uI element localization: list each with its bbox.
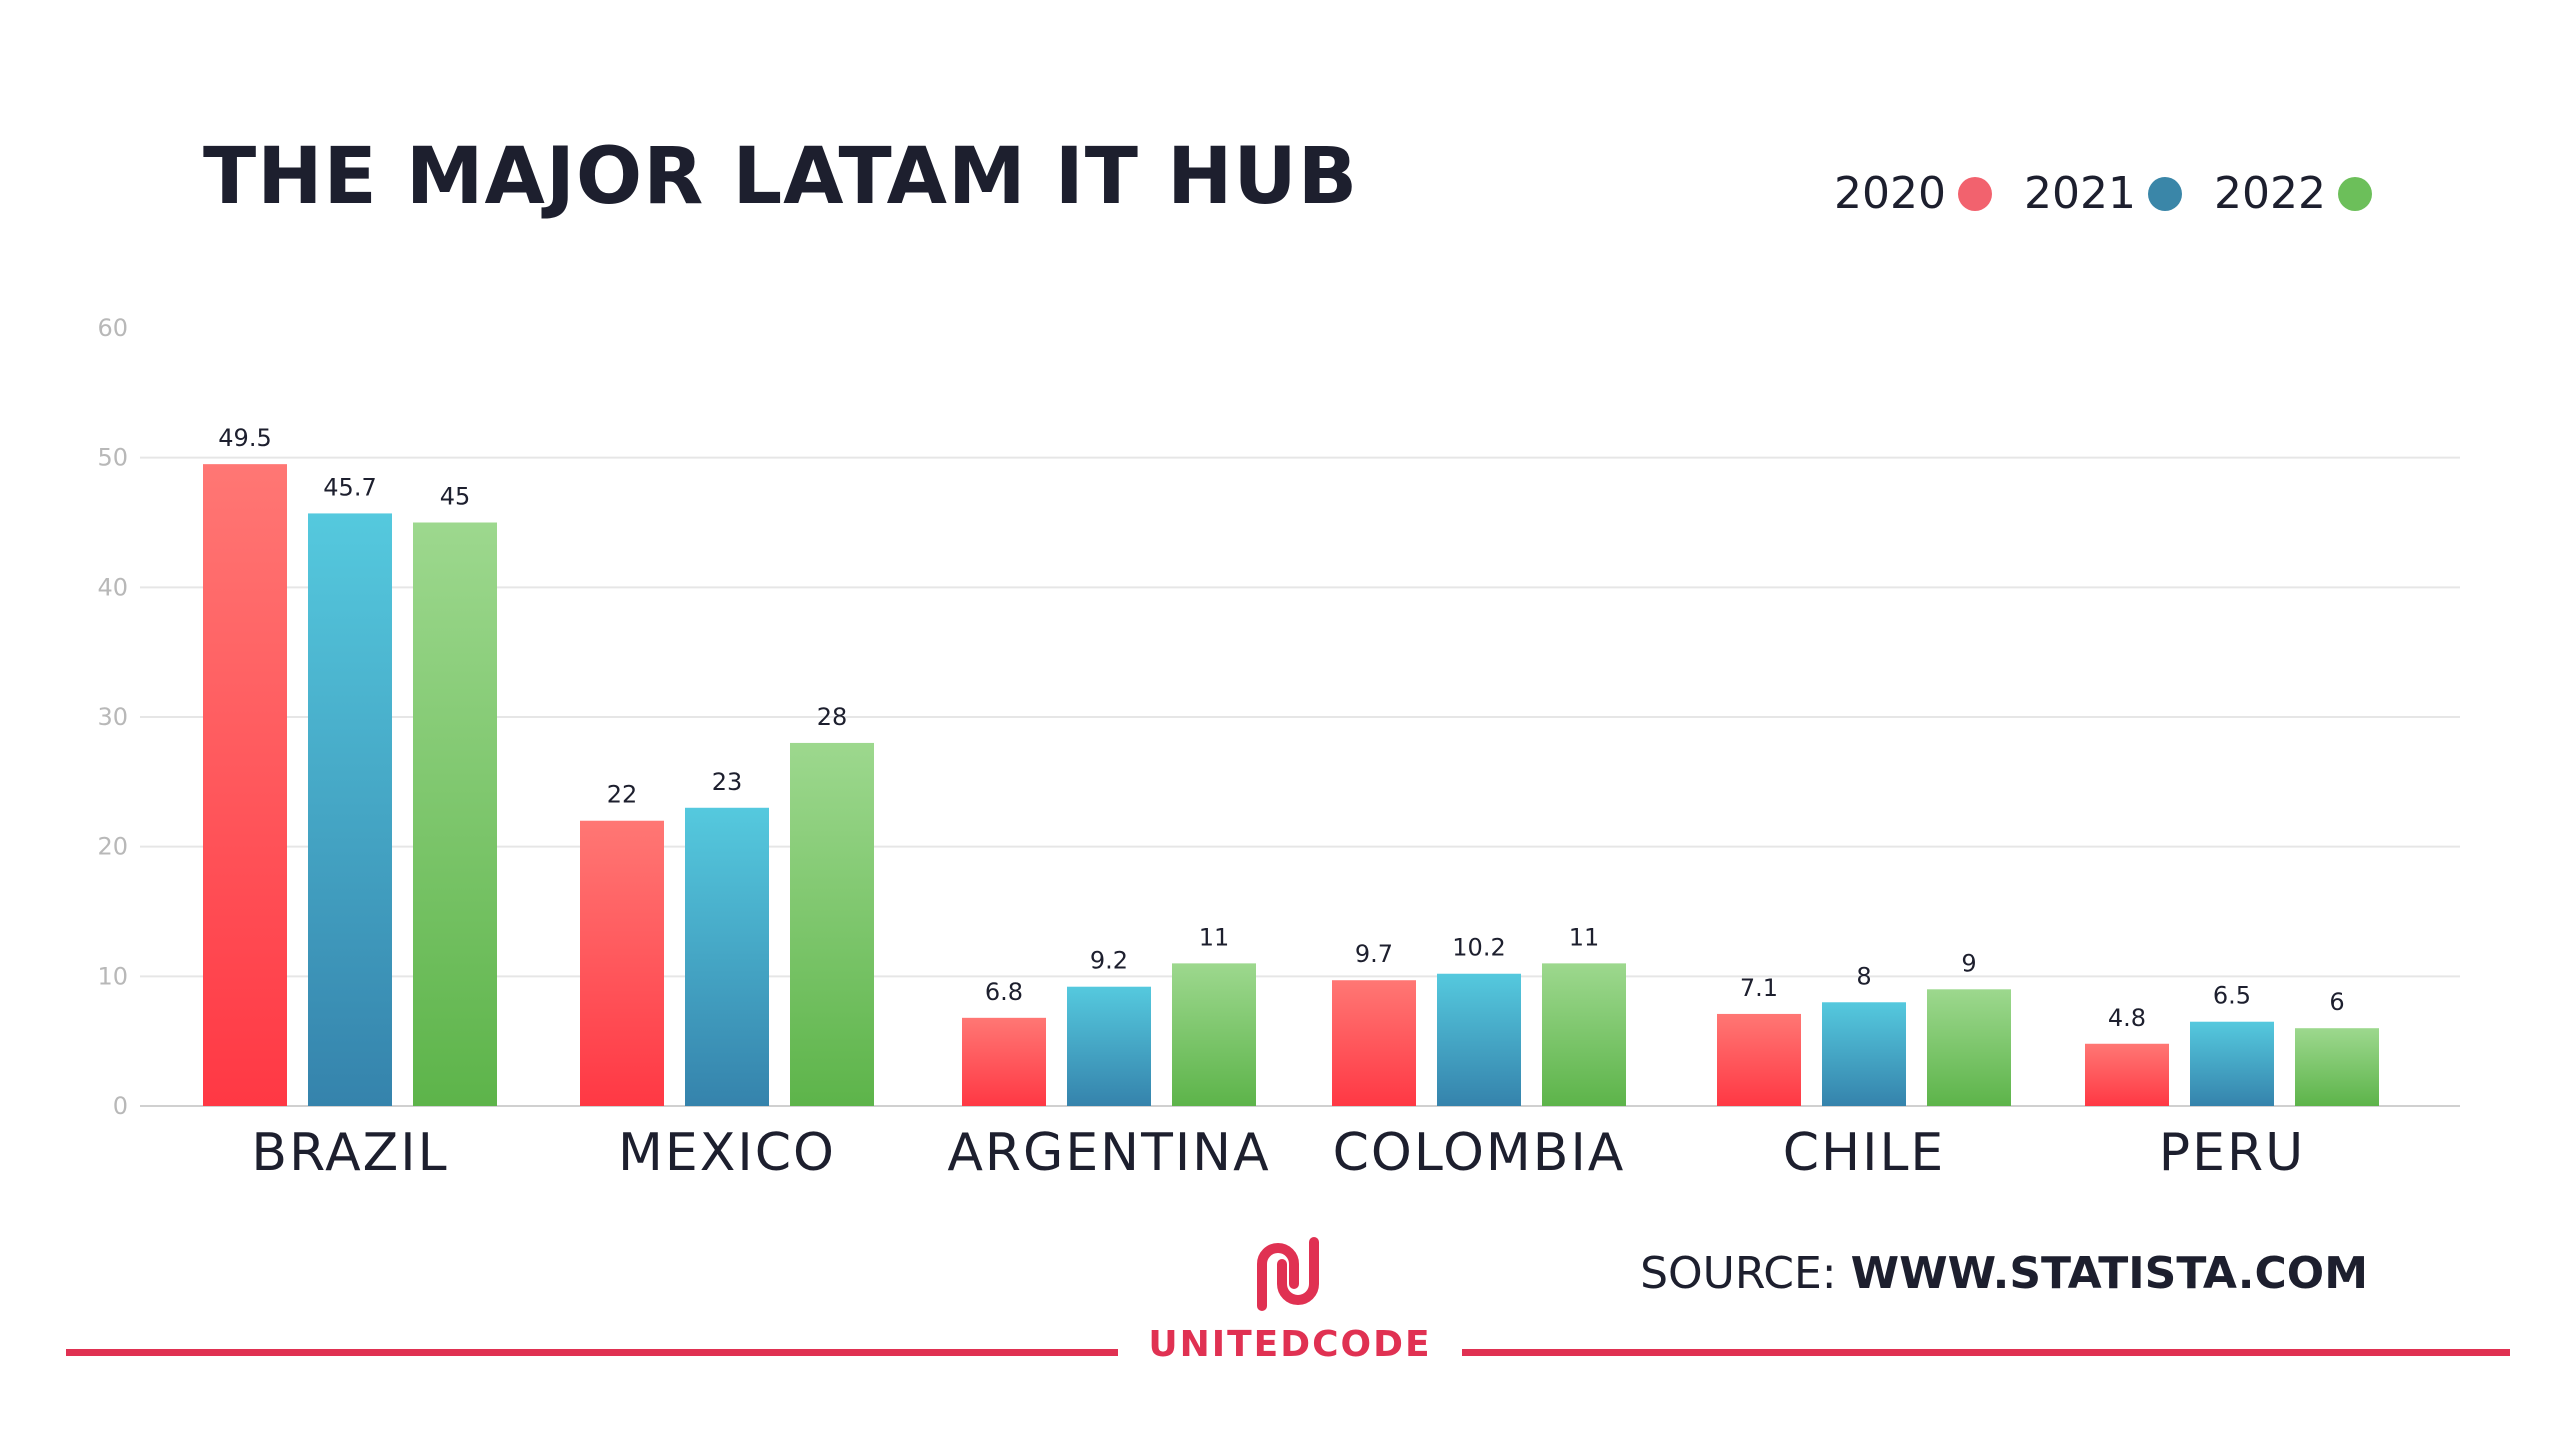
unitedcode-logo-icon bbox=[1257, 1237, 1319, 1311]
category-label: CHILE bbox=[1783, 1123, 1946, 1183]
data-label: 22 bbox=[607, 781, 638, 809]
bar-mexico-2022 bbox=[790, 742, 874, 1106]
category-label: COLOMBIA bbox=[1333, 1123, 1626, 1183]
legend-dot-icon bbox=[1958, 176, 1993, 211]
legend-label: 2022 bbox=[2214, 168, 2326, 219]
y-tick-label: 20 bbox=[97, 833, 128, 861]
y-tick-label: 0 bbox=[113, 1092, 128, 1120]
data-label: 9.7 bbox=[1355, 940, 1393, 968]
data-label: 4.8 bbox=[2108, 1004, 2146, 1032]
y-tick-label: 60 bbox=[97, 314, 128, 342]
legend-item-2022: 2022 bbox=[2214, 168, 2372, 219]
data-label: 6 bbox=[2329, 988, 2344, 1016]
data-label: 45 bbox=[440, 483, 471, 511]
data-label: 11 bbox=[1199, 923, 1230, 951]
source-prefix: SOURCE: bbox=[1640, 1248, 1837, 1299]
legend-item-2021: 2021 bbox=[2024, 168, 2183, 219]
chart-title: THE MAJOR LATAM IT HUB bbox=[203, 132, 1359, 222]
bars bbox=[203, 464, 2379, 1106]
y-axis: 0 10 20 30 40 50 60 bbox=[97, 314, 128, 1120]
bar-peru-2022 bbox=[2295, 1028, 2379, 1106]
bar-peru-2020 bbox=[2085, 1043, 2169, 1106]
bar-argentina-2020 bbox=[962, 1017, 1046, 1106]
y-tick-label: 10 bbox=[97, 962, 128, 990]
bar-argentina-2021 bbox=[1067, 986, 1151, 1106]
category-label: ARGENTINA bbox=[947, 1123, 1270, 1183]
legend-dot-icon bbox=[2338, 176, 2372, 211]
bar-mexico-2021 bbox=[685, 807, 769, 1106]
data-label: 28 bbox=[817, 703, 848, 731]
data-label: 6.8 bbox=[985, 978, 1023, 1006]
bar-colombia-2022 bbox=[1542, 963, 1626, 1106]
category-label: MEXICO bbox=[618, 1123, 836, 1183]
bar-colombia-2020 bbox=[1332, 980, 1416, 1106]
grid-lines bbox=[140, 456, 2460, 1107]
y-tick-label: 50 bbox=[97, 444, 128, 472]
data-label: 49.5 bbox=[218, 424, 271, 452]
legend-label: 2020 bbox=[1834, 168, 1947, 219]
source-note: SOURCE: WWW.STATISTA.COM bbox=[1640, 1252, 2368, 1296]
bar-chile-2022 bbox=[1927, 989, 2011, 1106]
bar-brazil-2020 bbox=[203, 464, 287, 1106]
data-label: 6.5 bbox=[2213, 982, 2251, 1010]
data-label: 9 bbox=[1961, 949, 1976, 977]
brand-name: UNITEDCODE bbox=[1148, 1324, 1432, 1365]
data-label: 23 bbox=[712, 768, 743, 796]
legend-label: 2021 bbox=[2024, 168, 2137, 219]
data-label: 7.1 bbox=[1740, 974, 1778, 1002]
bar-mexico-2020 bbox=[580, 820, 664, 1106]
footer-line-left bbox=[66, 1349, 1118, 1356]
bar-chart: 0 10 20 30 40 50 60 49.5 45.7 45 22 23 28 6.8 9.2 11 9.… bbox=[97, 314, 2460, 1183]
bar-brazil-2022 bbox=[413, 522, 497, 1106]
x-axis: BRAZIL MEXICO ARGENTINA COLOMBIA CHILE PERU bbox=[251, 1123, 2305, 1183]
source-link[interactable]: WWW.STATISTA.COM bbox=[1850, 1248, 2368, 1299]
bar-argentina-2022 bbox=[1172, 963, 1256, 1106]
bar-chile-2021 bbox=[1822, 1002, 1906, 1106]
data-label: 9.2 bbox=[1090, 947, 1128, 975]
y-tick-label: 40 bbox=[97, 573, 128, 601]
legend-dot-icon bbox=[2148, 176, 2183, 211]
legend-item-2020: 2020 bbox=[1834, 168, 1993, 219]
data-label: 11 bbox=[1569, 923, 1600, 951]
bar-brazil-2021 bbox=[308, 513, 392, 1106]
bar-chile-2020 bbox=[1717, 1013, 1801, 1106]
bar-peru-2021 bbox=[2190, 1021, 2274, 1106]
category-label: PERU bbox=[2159, 1123, 2305, 1183]
chart-legend: 2020 2021 2022 bbox=[1802, 168, 2372, 219]
data-label: 8 bbox=[1856, 962, 1871, 990]
footer-line-right bbox=[1462, 1349, 2510, 1356]
data-label: 45.7 bbox=[323, 473, 376, 501]
data-labels: 49.5 45.7 45 22 23 28 6.8 9.2 11 9.7 10.2 11 7.1 8 9 4.… bbox=[218, 424, 2344, 1032]
category-label: BRAZIL bbox=[251, 1123, 448, 1183]
data-label: 10.2 bbox=[1452, 934, 1505, 962]
y-tick-label: 30 bbox=[97, 703, 128, 731]
bar-colombia-2021 bbox=[1437, 973, 1521, 1106]
